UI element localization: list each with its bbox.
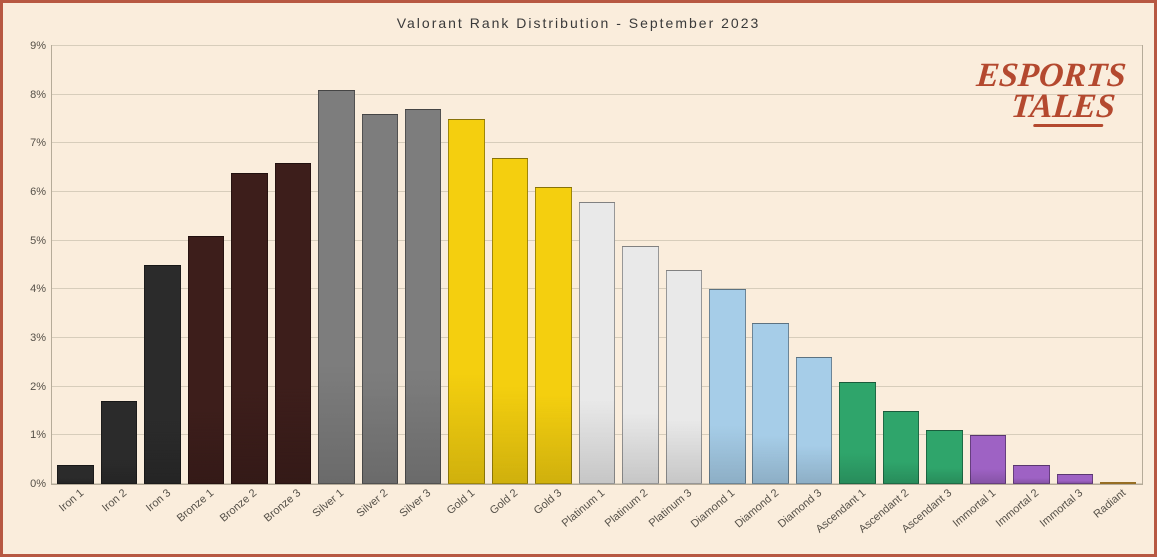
bar-slot: Ascendant 1 xyxy=(836,382,879,484)
bar-slot: Ascendant 2 xyxy=(879,411,922,484)
x-tick-label: Iron 3 xyxy=(144,487,173,514)
watermark-logo: ESPORTS TALES xyxy=(972,61,1127,127)
bar xyxy=(1057,474,1093,484)
bar-slot: Bronze 2 xyxy=(228,173,271,484)
chart-title: Valorant Rank Distribution - September 2… xyxy=(3,15,1154,31)
chart-frame: Valorant Rank Distribution - September 2… xyxy=(0,0,1157,557)
bar-slot: Iron 3 xyxy=(141,265,184,484)
x-tick-label: Silver 2 xyxy=(354,487,390,520)
bar xyxy=(101,401,137,484)
bar xyxy=(1013,465,1049,484)
y-tick-label: 2% xyxy=(30,381,52,393)
x-tick-label: Radiant xyxy=(1092,487,1129,521)
bar xyxy=(709,289,745,484)
y-tick-label: 1% xyxy=(30,429,52,441)
bar xyxy=(839,382,875,484)
x-tick-label: Diamond 1 xyxy=(689,487,737,530)
bar xyxy=(188,236,224,484)
bar xyxy=(275,163,311,484)
y-tick-label: 3% xyxy=(30,332,52,344)
bar-slot: Bronze 1 xyxy=(184,236,227,484)
bar-slot: Platinum 1 xyxy=(575,202,618,484)
bar xyxy=(579,202,615,484)
bar xyxy=(144,265,180,484)
bar xyxy=(535,187,571,484)
bar xyxy=(752,323,788,484)
bar-slot: Silver 1 xyxy=(315,90,358,484)
x-tick-label: Silver 3 xyxy=(398,487,434,520)
x-tick-label: Bronze 2 xyxy=(218,487,259,524)
y-tick-label: 6% xyxy=(30,186,52,198)
bar-slot: Ascendant 3 xyxy=(923,430,966,484)
bar-slot: Immortal 3 xyxy=(1053,474,1096,484)
bar-slot: Iron 2 xyxy=(97,401,140,484)
bar-slot: Silver 3 xyxy=(402,109,445,484)
bar xyxy=(318,90,354,484)
x-tick-label: Silver 1 xyxy=(311,487,347,520)
x-tick-label: Iron 2 xyxy=(100,487,129,514)
bar-slot: Platinum 3 xyxy=(662,270,705,484)
bar xyxy=(492,158,528,484)
x-tick-label: Bronze 1 xyxy=(175,487,216,524)
bar-slot: Silver 2 xyxy=(358,114,401,484)
bar xyxy=(622,246,658,484)
watermark-line1: ESPORTS xyxy=(975,61,1127,92)
bar xyxy=(57,465,93,484)
bar xyxy=(405,109,441,484)
bar-slot: Bronze 3 xyxy=(271,163,314,484)
y-tick-label: 4% xyxy=(30,283,52,295)
x-tick-label: Diamond 2 xyxy=(733,487,781,530)
x-tick-label: Gold 3 xyxy=(531,487,564,517)
bar xyxy=(448,119,484,484)
bar-slot: Immortal 1 xyxy=(966,435,1009,484)
bar xyxy=(796,357,832,484)
bar-slot: Diamond 1 xyxy=(706,289,749,484)
bar xyxy=(926,430,962,484)
bar-slot: Diamond 3 xyxy=(792,357,835,484)
bar xyxy=(666,270,702,484)
bar-slot: Iron 1 xyxy=(54,465,97,484)
x-tick-label: Immortal 3 xyxy=(1038,487,1086,530)
bar xyxy=(970,435,1006,484)
bar-slot: Platinum 2 xyxy=(619,246,662,484)
x-tick-label: Gold 1 xyxy=(444,487,477,517)
y-tick-label: 5% xyxy=(30,235,52,247)
y-tick-label: 8% xyxy=(30,89,52,101)
x-tick-label: Gold 2 xyxy=(488,487,521,517)
bar-slot: Immortal 2 xyxy=(1010,465,1053,484)
bar-slot: Radiant xyxy=(1097,482,1140,484)
x-tick-label: Platinum 2 xyxy=(603,487,651,530)
x-tick-label: Iron 1 xyxy=(57,487,86,514)
y-tick-label: 9% xyxy=(30,40,52,52)
bar-slot: Gold 1 xyxy=(445,119,488,484)
x-tick-label: Immortal 1 xyxy=(951,487,999,530)
bar-slot: Gold 3 xyxy=(532,187,575,484)
bar xyxy=(362,114,398,484)
x-tick-label: Bronze 3 xyxy=(262,487,303,524)
watermark-line2: TALES xyxy=(972,92,1124,128)
bar xyxy=(231,173,267,484)
x-tick-label: Immortal 2 xyxy=(994,487,1042,530)
bar-slot: Diamond 2 xyxy=(749,323,792,484)
bar-slot: Gold 2 xyxy=(488,158,531,484)
x-tick-label: Platinum 1 xyxy=(560,487,608,530)
x-tick-label: Platinum 3 xyxy=(647,487,695,530)
bar xyxy=(883,411,919,484)
bar xyxy=(1100,482,1136,484)
y-tick-label: 0% xyxy=(30,478,52,490)
y-tick-label: 7% xyxy=(30,137,52,149)
